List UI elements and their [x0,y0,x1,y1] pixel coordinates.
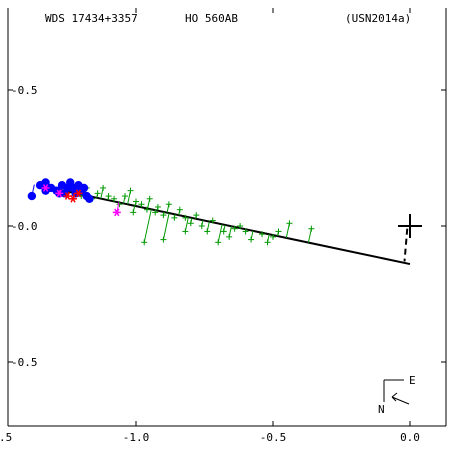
node-line [403,228,409,262]
plus-point [182,228,189,235]
plus-point [176,206,183,213]
plus-point [215,239,222,246]
plot-frame [7,8,447,427]
primary-star-marker [398,214,422,238]
plus-point [116,201,123,208]
y-tick-label: -0.5 [11,356,38,369]
plus-point [204,228,211,235]
plus-point [198,223,205,229]
plus-point [152,209,159,216]
plus-point [165,201,172,208]
plus-point [146,195,153,202]
plus-point [187,220,194,227]
plus-point [171,214,178,221]
orientation-compass: E N [378,374,416,416]
x-tick-label: -1.5 [0,431,12,444]
plus-point [111,195,118,202]
plus-point [100,184,107,191]
plus-point [259,231,266,238]
star-stroke [114,208,120,217]
plus-point [105,193,112,200]
star-point [41,184,50,192]
dot-point [85,194,94,203]
plus-point [220,228,227,235]
plus-point [308,225,315,232]
x-tick-label: -1.0 [123,431,150,444]
east-label: E [409,374,416,387]
plus-point [160,212,167,219]
plus-point [231,225,238,232]
plus-point [209,217,216,224]
dot-point [27,191,37,201]
orbit-line [37,184,411,266]
star-stroke [75,189,82,198]
catalog-label: (USN2014a) [345,12,411,25]
plus-point [94,190,101,197]
star-stroke [42,184,49,192]
plus-point [193,212,200,219]
star-point [68,194,77,203]
discoverer-designation: HO 560AB [185,12,238,25]
plus-point [237,223,244,229]
star-point [55,189,64,198]
plus-point [154,203,161,210]
star-point [74,189,83,198]
y-tick-label: -0.5 [11,84,38,97]
plus-point [275,228,282,235]
wds-identifier: WDS 17434+3357 [45,12,138,25]
plus-point [248,236,255,243]
star-point [112,208,121,217]
plus-point [160,236,167,243]
axis-ticks: -1.5 -1.0 -0.5 0.0 -0.5 -0.0 -0.5 [0,8,446,444]
orbit-layer [37,184,411,266]
residual-line [143,209,152,243]
plus-point [286,220,293,227]
residual-line [285,223,290,239]
plus-point [130,209,137,216]
residual-line [162,212,170,240]
plus-point [138,201,145,208]
plus-point [270,233,276,240]
plus-point [122,193,129,200]
plus-point [127,187,134,194]
north-label: N [378,403,385,416]
star-stroke [64,192,71,200]
x-tick-label: 0.0 [400,431,420,444]
residual-line [184,217,189,232]
plus-point [143,206,150,213]
star-point [63,192,72,200]
residual-line [217,224,223,243]
y-tick-label: -0.0 [11,220,38,233]
motion-arrow-icon [391,392,410,405]
plus-point [242,228,249,235]
star-stroke [70,194,76,203]
dot-point [79,183,89,193]
plus-point [264,239,271,246]
plus-point [182,214,189,221]
star-stroke [56,189,62,198]
plus-point [133,198,139,205]
plus-point [226,233,233,240]
x-tick-label: -0.5 [260,431,287,444]
observation-points [27,178,315,246]
plus-point [141,239,148,246]
